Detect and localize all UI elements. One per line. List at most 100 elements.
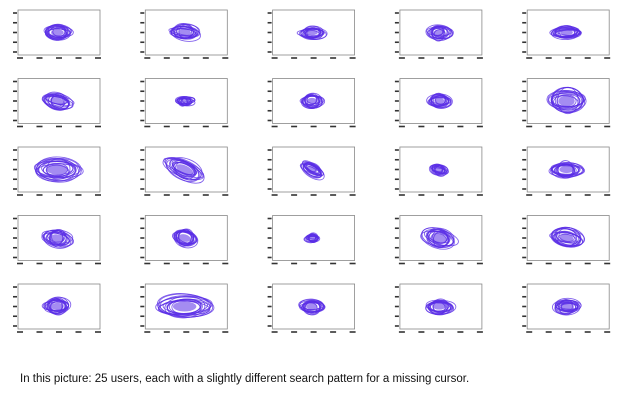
panel <box>522 215 611 265</box>
panel <box>140 215 229 265</box>
scribble-core <box>46 164 69 175</box>
scribble <box>551 226 585 248</box>
scribble-core <box>560 303 573 310</box>
scribble-core <box>558 95 575 107</box>
scribble <box>299 298 324 313</box>
panel <box>140 78 229 128</box>
scribble <box>304 28 321 37</box>
scribble <box>302 95 323 109</box>
scribble <box>303 25 321 38</box>
scribble <box>550 162 585 178</box>
scribble <box>555 231 581 244</box>
scribble-core <box>178 234 191 242</box>
scribble <box>42 92 74 111</box>
scribble <box>171 160 200 181</box>
scribble <box>553 28 578 38</box>
scribble-core <box>51 302 64 311</box>
scribble-core <box>559 165 574 174</box>
panel <box>394 9 483 59</box>
scribble <box>178 98 192 106</box>
scribble <box>173 230 199 249</box>
panel <box>522 78 611 128</box>
panel-frame <box>272 283 356 330</box>
scribble <box>554 91 580 111</box>
scribble-core <box>434 97 445 105</box>
panel <box>267 215 356 265</box>
panel <box>267 283 356 333</box>
scribble <box>44 91 70 111</box>
scribble <box>556 94 577 108</box>
panel <box>140 283 229 333</box>
scribble <box>176 23 194 39</box>
scribble <box>165 157 205 184</box>
panel <box>394 78 483 128</box>
scribble-core <box>51 234 64 242</box>
scribble-core <box>432 233 447 243</box>
panel <box>13 9 101 59</box>
scribble <box>46 299 66 315</box>
panel <box>140 9 229 59</box>
scribble-core <box>432 303 446 310</box>
scribble-core <box>309 236 315 240</box>
panel <box>13 78 101 128</box>
scribble <box>37 160 74 178</box>
scribble <box>428 97 449 106</box>
scribble <box>554 299 582 311</box>
panel <box>394 283 483 333</box>
panel <box>267 9 356 59</box>
scribble <box>551 90 586 113</box>
scribble-core <box>176 164 193 175</box>
scribble <box>173 161 196 177</box>
scribble <box>431 92 446 108</box>
scribble <box>50 297 67 316</box>
scribble-core <box>180 99 189 103</box>
scribble <box>303 92 323 108</box>
scribble <box>432 230 448 244</box>
panel-frame <box>526 9 610 56</box>
scribble <box>427 227 455 247</box>
scribble-core <box>306 303 318 310</box>
scribble <box>300 27 327 40</box>
scribble-core <box>433 29 445 36</box>
scribble <box>430 26 449 39</box>
scribble <box>432 166 449 175</box>
panel <box>522 146 611 196</box>
scribble <box>552 232 583 247</box>
scribble <box>425 300 457 315</box>
scribble-core <box>306 29 318 36</box>
scribble-core <box>172 301 197 312</box>
scribble-core <box>307 165 317 174</box>
scribble <box>162 300 211 316</box>
scribble <box>556 302 579 312</box>
scribble <box>41 300 70 311</box>
scribble <box>50 95 65 107</box>
scribble-core <box>560 29 573 36</box>
scribble-core <box>178 29 191 36</box>
scribble <box>432 298 449 314</box>
scribble <box>303 300 321 315</box>
panel <box>267 78 356 128</box>
scribble-core <box>435 167 443 172</box>
scribble <box>159 295 212 317</box>
panel <box>13 215 101 265</box>
scribble <box>426 229 450 248</box>
scribble <box>177 231 196 244</box>
scribble-core <box>51 97 64 105</box>
panel <box>13 283 101 333</box>
scribble <box>425 24 453 41</box>
scribble <box>171 299 202 316</box>
panel <box>522 9 611 59</box>
scribble <box>176 96 196 104</box>
scribble <box>557 86 579 115</box>
scribble <box>308 234 318 244</box>
panel <box>394 146 483 196</box>
scribble-core <box>559 233 574 243</box>
scribble <box>47 26 70 40</box>
scribble <box>34 157 77 180</box>
panel <box>267 146 356 196</box>
scribble <box>554 164 576 177</box>
scribble <box>175 229 194 246</box>
scribble-core <box>307 97 317 105</box>
scribble <box>554 28 581 37</box>
